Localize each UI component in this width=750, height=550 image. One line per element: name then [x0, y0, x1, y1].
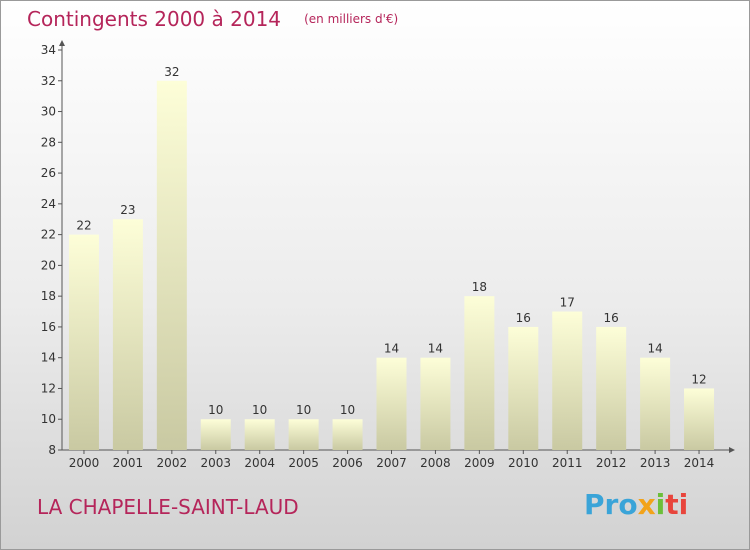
data-label: 16 [604, 311, 619, 325]
bar-2014 [684, 388, 715, 450]
x-tick-label: 2006 [332, 456, 363, 470]
x-tick-label: 2008 [420, 456, 451, 470]
x-tick-label: 2005 [288, 456, 319, 470]
y-tick-label: 14 [41, 351, 56, 365]
x-tick-label: 2001 [113, 456, 144, 470]
x-tick-label: 2013 [640, 456, 671, 470]
y-tick-label: 18 [41, 289, 56, 303]
logo-part-4: ti [665, 488, 689, 521]
data-label: 12 [691, 372, 706, 386]
y-tick-label: 8 [48, 443, 56, 457]
y-tick-label: 10 [41, 412, 56, 426]
x-tick-label: 2014 [684, 456, 715, 470]
bar-2003 [200, 419, 231, 450]
x-tick-label: 2003 [200, 456, 231, 470]
data-label: 16 [516, 311, 531, 325]
y-tick-label: 12 [41, 381, 56, 395]
x-tick-label: 2004 [244, 456, 275, 470]
bar-2012 [596, 326, 627, 450]
x-tick-label: 2000 [69, 456, 100, 470]
data-label: 14 [384, 342, 399, 356]
x-axis-arrow [729, 447, 735, 453]
y-tick-label: 20 [41, 258, 56, 272]
bar-2008 [420, 357, 451, 450]
chart-title-block: Contingents 2000 à 2014 (en milliers d'€… [27, 7, 398, 31]
y-tick-label: 34 [41, 43, 56, 57]
place-name: LA CHAPELLE-SAINT-LAUD [37, 495, 299, 519]
x-tick-label: 2011 [552, 456, 583, 470]
data-label: 22 [76, 219, 91, 233]
y-tick-label: 26 [41, 166, 56, 180]
chart-axes: 8 10 12 14 16 18 20 22 24 26 28 30 32 34 2000 2001 2002 2… [41, 40, 735, 470]
bar-2011 [552, 311, 583, 450]
data-label: 10 [208, 403, 223, 417]
y-axis-arrow [59, 40, 65, 46]
y-tick-label: 30 [41, 105, 56, 119]
x-tick-label: 2010 [508, 456, 539, 470]
data-label: 10 [296, 403, 311, 417]
data-label: 10 [340, 403, 355, 417]
bar-2010 [508, 326, 539, 450]
bar-2005 [288, 419, 319, 450]
bar-2006 [332, 419, 363, 450]
y-tick-label: 22 [41, 228, 56, 242]
y-tick-label: 32 [41, 74, 56, 88]
data-label: 23 [120, 203, 135, 217]
data-label: 32 [164, 65, 179, 79]
proxiti-logo: Proxiti [584, 488, 688, 521]
data-label: 14 [647, 342, 662, 356]
bar-2009 [464, 296, 495, 450]
y-tick-label: 16 [41, 320, 56, 334]
logo-part-1: Pro [584, 488, 638, 521]
x-tick-label: 2007 [376, 456, 407, 470]
chart-unit-note: (en milliers d'€) [304, 12, 399, 26]
bar-2000 [68, 234, 99, 450]
y-tick-label: 24 [41, 197, 56, 211]
bar-2007 [376, 357, 407, 450]
y-tick-label: 28 [41, 135, 56, 149]
x-tick-label: 2002 [157, 456, 188, 470]
logo-part-3: i [655, 488, 666, 521]
bar-2004 [244, 419, 275, 450]
logo-part-2: x [637, 488, 656, 521]
chart-bars: 22 23 32 10 10 10 10 14 14 18 16 17 16 14 12 [68, 65, 715, 451]
data-label: 17 [560, 296, 575, 310]
bar-2013 [640, 357, 671, 450]
bar-2001 [112, 219, 143, 450]
data-label: 18 [472, 280, 487, 294]
chart-title: Contingents 2000 à 2014 [27, 7, 282, 31]
x-tick-label: 2012 [596, 456, 627, 470]
bar-2002 [156, 80, 187, 451]
data-label: 14 [428, 342, 443, 356]
x-tick-label: 2009 [464, 456, 495, 470]
data-label: 10 [252, 403, 267, 417]
